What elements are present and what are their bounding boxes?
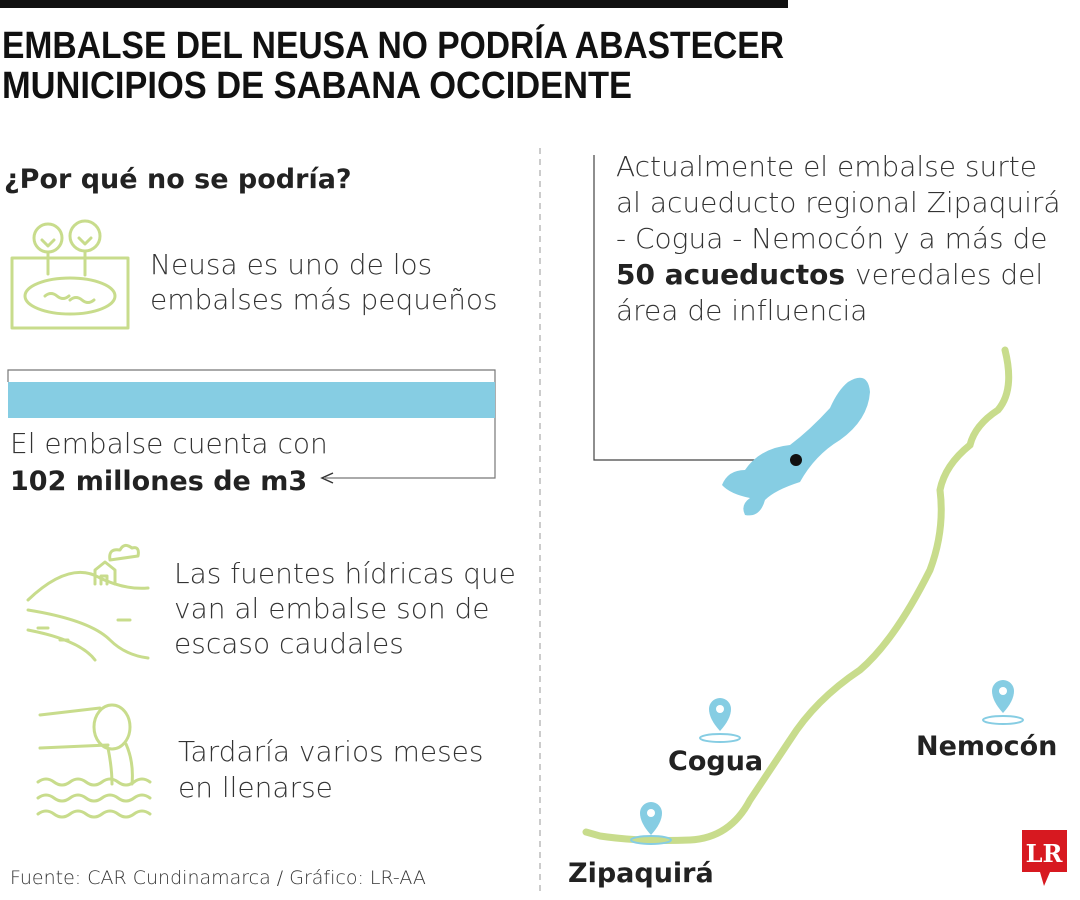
callout-line	[593, 155, 796, 461]
annotation-text: veredales del	[855, 258, 1043, 291]
river-icon	[26, 543, 150, 662]
pin	[630, 680, 1024, 845]
callout-dot	[790, 454, 802, 466]
reason-text: Neusa es uno de los	[150, 248, 432, 281]
logo-badge	[1022, 830, 1067, 886]
annotation-line: - Cogua - Nemocón y a más de	[616, 222, 1048, 255]
source: Fuente: CAR Cundinamarca / Gráfico: LR-A…	[10, 867, 426, 889]
annotation-highlight: 50 acueductos	[616, 258, 845, 291]
capacity-highlight: 102 millones de m3	[10, 466, 307, 497]
top-bar	[0, 0, 788, 8]
reason-text: escaso caudales	[174, 627, 404, 660]
annotation-line: al acueducto regional Zipaquirá	[616, 186, 1061, 219]
bracket	[7, 369, 496, 479]
pipe-icon	[36, 703, 152, 819]
reason-text: en llenarse	[178, 771, 333, 804]
capacity-bar	[8, 382, 495, 418]
annotation-line: 50 acueductos veredales del	[616, 258, 1043, 291]
annotation-line: área de influencia	[616, 294, 867, 327]
title-line: MUNICIPIOS DE SABANA OCCIDENTE	[2, 65, 632, 107]
question: ¿Por qué no se podría?	[4, 164, 352, 195]
logo: LR	[1026, 839, 1064, 868]
title-line: EMBALSE DEL NEUSA NO PODRÍA ABASTECER	[2, 23, 784, 67]
reason-text: embalses más pequeños	[150, 283, 498, 316]
place-label: Cogua	[668, 746, 763, 777]
place-label: Zipaquirá	[568, 858, 714, 889]
capacity-text: El embalse cuenta con	[10, 427, 328, 460]
reservoir-icon	[10, 219, 130, 330]
reason-text: Tardaría varios meses	[178, 735, 483, 768]
arrow	[320, 472, 334, 484]
reason-text: Las fuentes hídricas que	[174, 557, 516, 590]
reservoir-map	[722, 377, 870, 516]
annotation-line: Actualmente el embalse surte	[616, 150, 1037, 183]
place-label: Nemocón	[916, 731, 1057, 762]
road	[582, 346, 1013, 844]
reason-text: van al embalse son de	[174, 592, 490, 625]
